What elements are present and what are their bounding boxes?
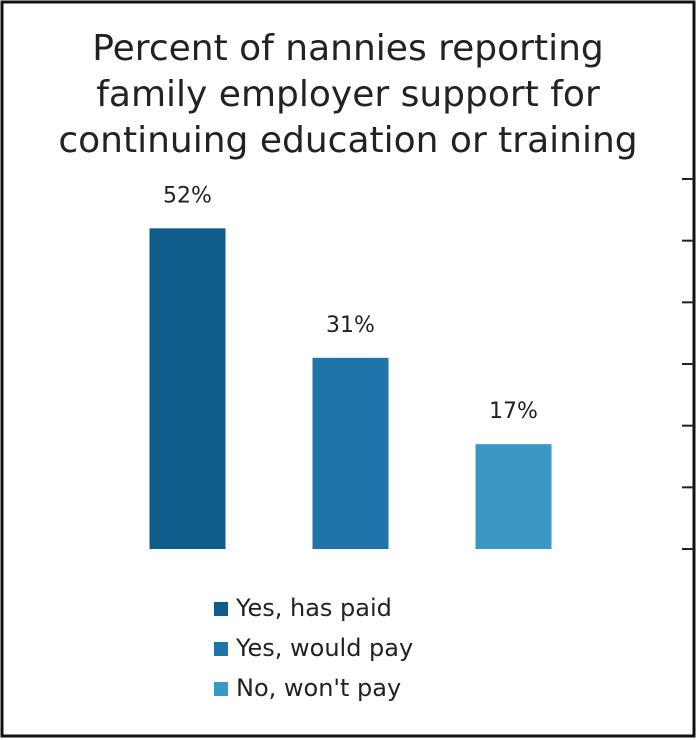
value-label: 17% (489, 399, 538, 424)
legend-label: Yes, would pay (235, 634, 413, 662)
chart-title: Percent of nannies reporting (92, 28, 604, 69)
legend-label: No, won't pay (236, 674, 401, 702)
legend-swatch (214, 602, 228, 616)
legend-swatch (214, 682, 228, 696)
value-label: 31% (326, 313, 375, 338)
value-label: 52% (163, 183, 212, 208)
chart-title: continuing education or training (58, 120, 637, 161)
legend-swatch (214, 642, 228, 656)
chart-title: family employer support for (96, 74, 600, 115)
bar (312, 357, 389, 549)
bar (475, 444, 552, 549)
legend-label: Yes, has paid (235, 594, 392, 622)
bar (149, 228, 226, 550)
